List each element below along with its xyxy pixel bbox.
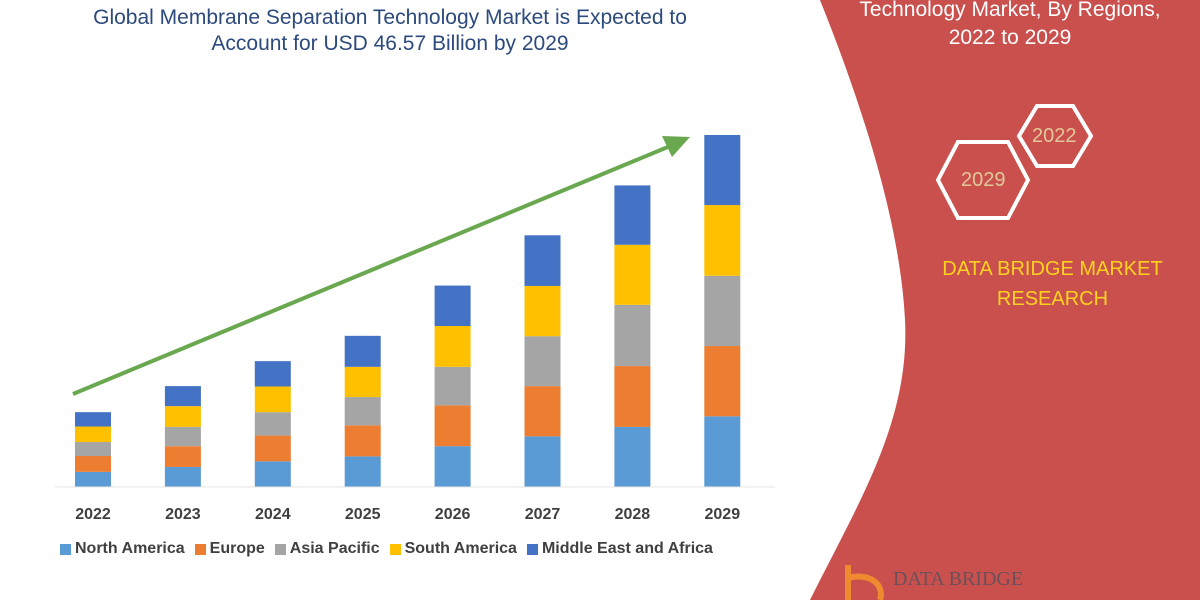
bar-2029-north-america <box>704 416 741 487</box>
x-tick-label: 2025 <box>345 506 381 523</box>
bar-2027-north-america <box>524 436 561 487</box>
hex-label-2029: 2029 <box>961 169 1006 191</box>
bar-2025-north-america <box>344 456 381 487</box>
bar-2022-south-america <box>75 426 111 443</box>
legend-swatch <box>60 543 71 555</box>
bar-2023-asia-pacific <box>164 426 201 447</box>
hex-label-2022: 2022 <box>1032 125 1077 147</box>
logo-icon <box>845 565 884 600</box>
bar-2026-middle-east-and-africa <box>434 285 471 327</box>
legend-label: South America <box>404 540 517 557</box>
bar-2023-europe <box>164 446 201 467</box>
trend-arrow <box>72 136 690 396</box>
bar-2025-asia-pacific <box>344 397 381 426</box>
legend-label: Asia Pacific <box>289 540 380 557</box>
x-tick-label: 2026 <box>435 506 471 523</box>
bar-2024-north-america <box>254 461 291 487</box>
bar-2024-south-america <box>254 386 291 413</box>
bar-2023-middle-east-and-africa <box>164 386 201 407</box>
brand-line-2: RESEARCH <box>996 288 1109 310</box>
logo-text: DATA BRIDGE <box>893 568 1024 590</box>
bar-2027-europe <box>524 386 561 437</box>
bar-2022-north-america <box>75 471 111 487</box>
title-line-1: Global Membrane Separation Technology Ma… <box>93 6 687 29</box>
legend-label: North America <box>75 540 185 557</box>
x-tick-label: 2028 <box>615 506 651 523</box>
x-tick-label: 2022 <box>75 506 111 523</box>
side-title-line-1: Technology Market, By Regions, <box>859 0 1161 21</box>
bar-2022-asia-pacific <box>75 442 111 457</box>
bar-2025-south-america <box>344 366 381 398</box>
bar-2029-asia-pacific <box>704 275 741 347</box>
bar-2023-south-america <box>164 406 201 427</box>
legend-item: Middle East and Africa <box>526 540 713 558</box>
side-panel-title: Technology Market, By Regions, 2022 to 2… <box>820 0 1200 52</box>
hexagon-2029 <box>935 140 1031 220</box>
x-tick-label: 2029 <box>705 506 741 523</box>
bar-2022-europe <box>75 456 111 472</box>
legend-item: Asia Pacific <box>274 540 380 558</box>
x-tick-label: 2023 <box>165 506 201 523</box>
bar-2028-middle-east-and-africa <box>614 185 651 245</box>
bar-2029-europe <box>704 346 741 417</box>
bar-2029-south-america <box>704 205 741 276</box>
legend-swatch <box>526 543 538 555</box>
brand-text: DATA BRIDGE MARKET RESEARCH <box>905 254 1200 314</box>
legend-label: Europe <box>209 540 265 557</box>
bar-2026-asia-pacific <box>434 366 471 406</box>
bar-2022-middle-east-and-africa <box>75 412 111 427</box>
bar-2028-south-america <box>614 244 651 305</box>
bar-2028-north-america <box>614 426 651 487</box>
bar-2026-europe <box>434 405 471 447</box>
hexagon-2022 <box>935 104 1094 220</box>
bar-2025-middle-east-and-africa <box>344 335 381 367</box>
chart-title: Global Membrane Separation Technology Ma… <box>40 5 740 57</box>
bar-2028-europe <box>614 366 651 427</box>
x-tick-label: 2027 <box>525 506 561 523</box>
title-line-2: Account for USD 46.57 Billion by 2029 <box>211 32 569 55</box>
bar-2026-north-america <box>434 446 471 487</box>
legend-swatch <box>274 543 286 555</box>
legend-label: Middle East and Africa <box>541 540 713 557</box>
legend: North America Europe Asia Pacific South Ame… <box>60 540 713 558</box>
x-tick-label: 2024 <box>255 506 291 523</box>
legend-item: North America <box>60 540 185 558</box>
bar-2029-middle-east-and-africa <box>704 135 741 206</box>
legend-swatch <box>194 543 206 555</box>
side-title-line-2: 2022 to 2029 <box>948 26 1072 49</box>
bar-2027-middle-east-and-africa <box>524 235 561 286</box>
red-side-panel <box>810 0 1200 600</box>
brand-line-1: DATA BRIDGE MARKET <box>942 258 1163 280</box>
bar-2024-middle-east-and-africa <box>254 361 291 387</box>
legend-swatch <box>389 543 401 555</box>
legend-item: Europe <box>194 540 265 558</box>
bar-2026-south-america <box>434 326 471 367</box>
legend-item: South America <box>389 540 517 558</box>
bar-2027-asia-pacific <box>524 336 561 387</box>
bar-2024-europe <box>254 435 291 462</box>
bar-2023-north-america <box>164 466 201 487</box>
bar-2028-asia-pacific <box>614 304 651 367</box>
bar-2024-asia-pacific <box>254 412 291 436</box>
bar-2027-south-america <box>524 285 561 337</box>
bar-2025-europe <box>344 425 381 457</box>
